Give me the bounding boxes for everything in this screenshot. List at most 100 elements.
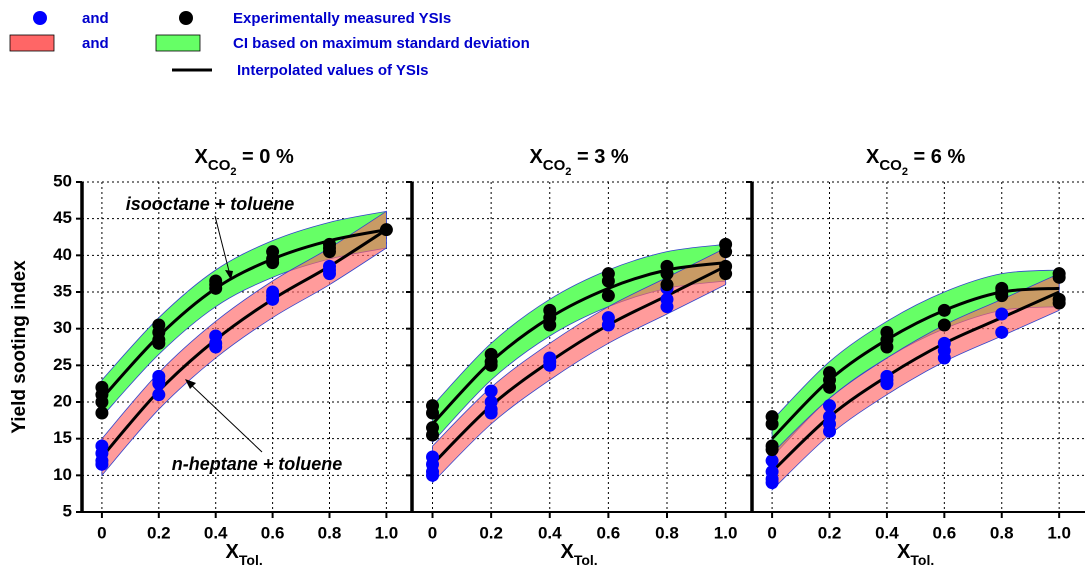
data-point — [426, 428, 440, 442]
title-sub: CO — [208, 157, 231, 174]
legend-label: Experimentally measured YSIs — [233, 10, 451, 27]
x-tick-label: 0.2 — [818, 523, 842, 542]
x-tick-label: 1.0 — [1047, 523, 1071, 542]
annotation-arrow — [185, 379, 263, 453]
panel-title: XCO2 = 3 % — [529, 146, 628, 178]
ci-band — [771, 273, 1060, 491]
arrow-head — [225, 270, 233, 280]
data-point — [543, 358, 557, 372]
xlabel-sub: Tol. — [574, 552, 598, 568]
x-tick-label: 0.4 — [875, 523, 899, 542]
y-tick-label: 35 — [53, 281, 72, 300]
data-point — [266, 292, 280, 306]
data-point — [765, 476, 779, 490]
data-point — [484, 406, 498, 420]
data-point — [660, 300, 674, 314]
xlabel-sub: Tol. — [239, 552, 263, 568]
x-tick-label: 0.8 — [990, 523, 1014, 542]
panel: XCO2 = 6 %XTol.0 0.2 0.4 0.6 0.8 1.0 — [746, 146, 1085, 568]
ci-band — [432, 247, 727, 484]
data-point — [995, 289, 1009, 303]
data-point — [937, 351, 951, 365]
data-point — [484, 358, 498, 372]
data-point — [426, 406, 440, 420]
legend-label: and — [82, 10, 109, 27]
legend-marker — [179, 11, 193, 25]
xlabel-base: X — [560, 541, 574, 563]
x-axis-label: XTol. — [226, 541, 263, 567]
panel: XCO2 = 3 %XTol.0 0.2 0.4 0.6 0.8 1.0 — [406, 146, 752, 568]
data-point — [323, 267, 336, 281]
annotation: isooctane + toluene — [126, 194, 295, 214]
data-point — [152, 336, 166, 350]
y-tick-label: 30 — [53, 318, 72, 337]
legend-label: Interpolated values of YSIs — [237, 62, 428, 79]
xlabel-sub: Tol. — [910, 552, 934, 568]
x-tick-label: 0 — [97, 523, 106, 542]
y-tick-label: 25 — [53, 355, 72, 374]
data-point — [266, 256, 280, 270]
y-axis-label: Yield sooting index — [9, 260, 30, 434]
y-tick-label: 20 — [53, 391, 72, 410]
data-point — [209, 281, 223, 295]
x-axis-label: XTol. — [897, 541, 934, 567]
data-point — [937, 318, 951, 332]
legend-label: and — [82, 35, 109, 52]
data-point — [601, 318, 615, 332]
y-tick-label: 45 — [53, 208, 72, 227]
title-subsub: 2 — [565, 166, 571, 178]
data-point — [95, 395, 109, 409]
data-point — [660, 267, 674, 281]
x-tick-label: 0.2 — [479, 523, 503, 542]
title-base: X — [866, 146, 880, 168]
xlabel-base: X — [226, 541, 240, 563]
x-tick-label: 1.0 — [375, 523, 399, 542]
ci-band — [101, 210, 387, 477]
data-point — [660, 278, 674, 292]
data-point — [823, 399, 837, 413]
title-rest: = 6 % — [908, 146, 965, 168]
x-tick-label: 0.4 — [204, 523, 228, 542]
annotation: n-heptane + toluene — [172, 454, 343, 474]
data-point — [209, 340, 223, 354]
data-point — [937, 303, 951, 317]
data-point — [880, 377, 894, 391]
data-point — [323, 245, 336, 259]
y-tick-label: 50 — [53, 171, 72, 190]
x-tick-label: 0 — [428, 523, 437, 542]
x-tick-label: 0.8 — [655, 523, 679, 542]
data-point — [719, 245, 733, 259]
y-tick-label: 10 — [53, 465, 72, 484]
data-point — [823, 424, 837, 438]
y-tick-label: 40 — [53, 245, 72, 264]
title-base: X — [529, 146, 543, 168]
data-point — [152, 388, 166, 402]
title-subsub: 2 — [230, 166, 236, 178]
data-point — [484, 384, 498, 398]
legend-swatch — [155, 34, 201, 52]
interpolated-line — [431, 264, 727, 466]
data-point — [765, 443, 779, 457]
title-rest: = 3 % — [571, 146, 628, 168]
x-tick-label: 0.4 — [538, 523, 562, 542]
title-subsub: 2 — [902, 166, 908, 178]
data-point — [379, 223, 393, 237]
data-point — [995, 307, 1009, 321]
title-sub: CO — [879, 157, 902, 174]
legend-marker — [33, 11, 47, 25]
y-tick-label: 5 — [63, 501, 72, 520]
title-base: X — [195, 146, 209, 168]
title-sub: CO — [543, 157, 566, 174]
x-tick-label: 1.0 — [714, 523, 738, 542]
panel-title: XCO2 = 0 % — [195, 146, 294, 178]
x-tick-label: 0.2 — [147, 523, 171, 542]
data-point — [765, 454, 779, 468]
annotation-arrow — [214, 215, 232, 280]
data-point — [765, 417, 779, 431]
y-tick-label: 15 — [53, 428, 72, 447]
data-point — [880, 340, 894, 354]
data-point — [601, 274, 615, 288]
data-point — [1052, 296, 1066, 310]
